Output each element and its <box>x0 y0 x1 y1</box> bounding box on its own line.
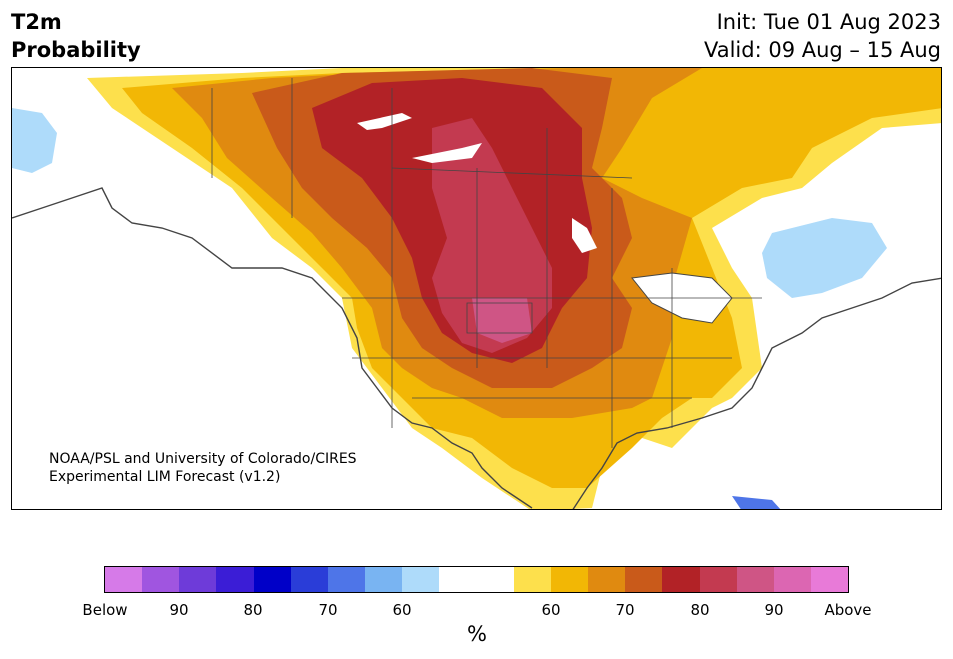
colorbar-swatch-1 <box>142 567 180 592</box>
colorbar-label-60-above: 60 <box>541 601 561 619</box>
credit-line-1: NOAA/PSL and University of Colorado/CIRE… <box>49 451 357 467</box>
colorbar-swatch-0 <box>105 567 143 592</box>
great-lakes-outline <box>631 272 733 324</box>
probability-map: NOAA/PSL and University of Colorado/CIRE… <box>11 67 942 510</box>
colorbar-label-70-below: 70 <box>318 601 338 619</box>
valid-range: Valid: 09 Aug – 15 Aug <box>703 38 941 62</box>
colorbar-swatch-18 <box>773 567 811 592</box>
prob-region-crimson <box>432 118 552 353</box>
prob-region-lightblue-east <box>762 218 887 298</box>
colorbar-swatch-2 <box>179 567 217 592</box>
colorbar-label-90-above: 90 <box>764 601 784 619</box>
map-canvas <box>12 68 941 509</box>
map-title: T2m Probability <box>11 8 141 64</box>
colorbar-swatch-9 <box>439 567 477 592</box>
colorbar-swatch-4 <box>253 567 291 592</box>
lake-white-1 <box>357 113 412 130</box>
title-variable: T2m <box>11 10 62 34</box>
colorbar-swatch-3 <box>216 567 254 592</box>
colorbar-unit: % <box>467 622 487 646</box>
colorbar-label-below: Below <box>82 601 128 619</box>
lake-white-2 <box>412 143 482 163</box>
lake-white-3 <box>572 218 597 253</box>
colorbar-label-80-above: 80 <box>690 601 710 619</box>
colorbar-swatch-5 <box>290 567 328 592</box>
political-borders <box>211 78 762 448</box>
colorbar-swatch-13 <box>588 567 626 592</box>
colorbar-label-70-above: 70 <box>615 601 635 619</box>
colorbar-swatch-16 <box>699 567 737 592</box>
forecast-dates: Init: Tue 01 Aug 2023 Valid: 09 Aug – 15… <box>704 8 941 64</box>
colorbar-label-60-below: 60 <box>392 601 412 619</box>
colorbar-swatch-15 <box>662 567 700 592</box>
colorbar-label-above: Above <box>824 601 872 619</box>
colorbar-label-90-below: 90 <box>169 601 189 619</box>
init-date: Init: Tue 01 Aug 2023 <box>716 10 941 34</box>
colorbar-swatch-12 <box>550 567 589 592</box>
colorbar-label-80-below: 80 <box>243 601 263 619</box>
colorbar-swatch-7 <box>365 567 403 592</box>
colorbar-swatch-6 <box>327 567 366 592</box>
credit-line-2: Experimental LIM Forecast (v1.2) <box>49 469 281 485</box>
colorbar-swatch-14 <box>625 567 663 592</box>
prob-region-lightblue-west <box>12 108 57 173</box>
colorbar <box>104 566 849 593</box>
prob-region-pink <box>472 298 532 343</box>
credit-text: NOAA/PSL and University of Colorado/CIRE… <box>49 450 357 486</box>
colorbar-swatch-8 <box>402 567 440 592</box>
colorbar-swatch-17 <box>736 567 774 592</box>
colorbar-swatch-11 <box>513 567 551 592</box>
colorbar-swatch-10 <box>476 567 514 592</box>
title-type: Probability <box>11 38 141 62</box>
coastline <box>12 187 941 509</box>
prob-region-blue-south <box>732 496 781 509</box>
colorbar-swatch-19 <box>810 567 849 592</box>
